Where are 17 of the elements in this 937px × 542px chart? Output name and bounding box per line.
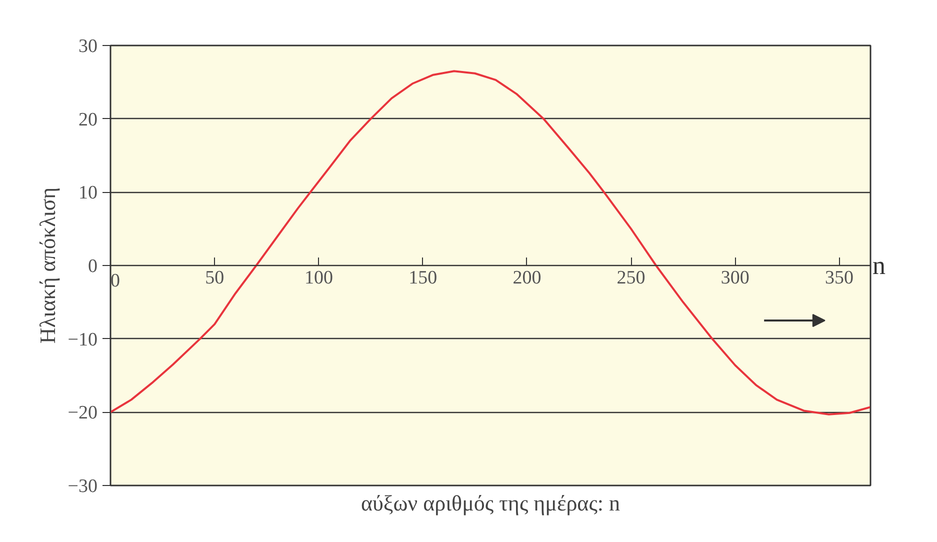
text: n <box>872 251 886 280</box>
x-tick-label: 150 <box>408 268 438 288</box>
x-tick-label: 250 <box>616 268 646 288</box>
y-tick-label: 10 <box>78 182 98 204</box>
y-axis-title: Ηλιακή απόκλιση <box>34 187 60 344</box>
y-tick-label: −30 <box>68 476 98 497</box>
y-tick-label: −20 <box>68 402 98 424</box>
y-tick-label: 20 <box>78 109 98 130</box>
x-tick-label: 50 <box>205 268 224 288</box>
x-tick-label: 100 <box>304 268 333 288</box>
x-axis-title: αύξων αριθμός της ημέρας: n <box>360 490 620 516</box>
y-tick-label: −10 <box>68 329 98 350</box>
y-tick-label: 30 <box>78 36 98 57</box>
x-tick-label: 300 <box>720 268 750 288</box>
x-tick-label: 350 <box>825 268 854 288</box>
line-series <box>110 70 870 416</box>
x-tick-label: 200 <box>512 268 542 288</box>
